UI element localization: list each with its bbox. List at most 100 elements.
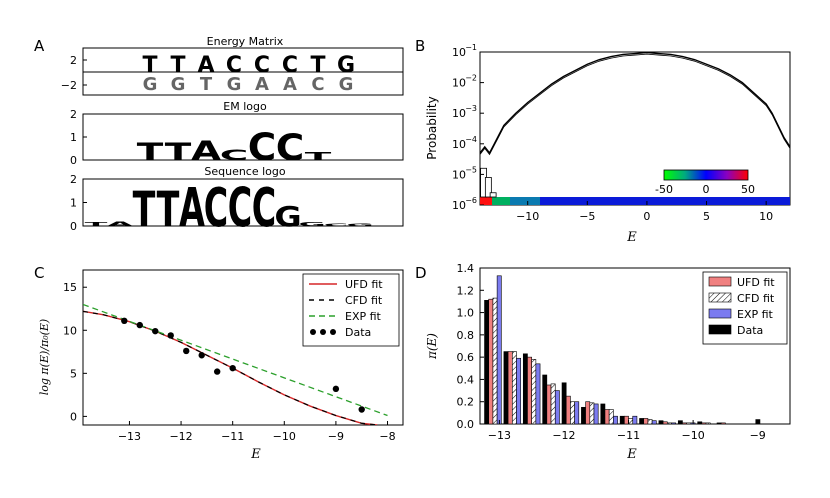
em-letter-bottom: G xyxy=(171,74,186,95)
seq-logo-letter: C xyxy=(228,175,252,239)
d-bar-data xyxy=(561,382,567,425)
d-ytick-label: 0.0 xyxy=(457,418,475,431)
c-data-point xyxy=(136,321,143,329)
em-logo-letter: C xyxy=(276,126,305,168)
d-legend-swatch xyxy=(708,308,732,319)
d-bar-exp-fit xyxy=(593,403,599,425)
em-letter-top: T xyxy=(170,53,185,78)
seq-logo-letter: T xyxy=(133,181,156,238)
d-bar-exp-fit xyxy=(651,420,657,425)
sequence-logo-title: Sequence logo xyxy=(204,165,286,178)
b-xtick-label: −5 xyxy=(579,210,595,223)
panel-d: −13 −12 −11 −10 −9 0.0 0.2 0.4 0.6 0.8 1.0 1.2 1.4 UF… xyxy=(425,262,791,462)
d-bar-data xyxy=(697,421,703,425)
em-ytick-label: −2 xyxy=(61,79,77,92)
b-colorbar-tick-label: 50 xyxy=(741,183,755,196)
d-bar-data xyxy=(600,403,606,425)
b-heat-bar xyxy=(480,197,790,205)
panel-label-d: D xyxy=(415,264,427,282)
d-bar-exp-fit xyxy=(632,415,638,425)
b-heat-bar-green xyxy=(492,197,510,205)
em-letter-bottom: G xyxy=(339,74,354,95)
em-logo-ytick-label: 0 xyxy=(70,154,77,167)
em-letter-top: G xyxy=(337,53,355,78)
b-xtick-label: 0 xyxy=(643,210,650,223)
d-bar-data xyxy=(503,351,509,425)
c-data-point xyxy=(183,347,190,355)
em-letter-bottom: A xyxy=(283,74,297,95)
c-data-point xyxy=(229,364,236,372)
c-xlabel: E xyxy=(250,447,261,462)
seq-logo-ytick-label: 2 xyxy=(70,173,77,186)
d-bar-ufd-fit xyxy=(527,356,532,425)
c-data-point xyxy=(332,385,340,393)
d-bar-cfd-fit xyxy=(589,402,595,425)
d-bar-cfd-fit xyxy=(628,418,634,425)
c-legend-swatch-dot xyxy=(320,329,326,335)
d-bar-ufd-fit xyxy=(720,422,726,425)
em-logo-letter: T xyxy=(137,138,164,166)
d-bar-cfd-fit xyxy=(550,383,556,425)
d-bar-data xyxy=(522,353,528,425)
probability-ylabel: Probability xyxy=(425,96,439,159)
d-bar-ufd-fit xyxy=(585,401,591,425)
em-ytick-label: 2 xyxy=(70,54,77,67)
d-xtick-label: −11 xyxy=(617,429,640,442)
c-xtick-label: −9 xyxy=(328,430,344,443)
d-ylabel: π(E) xyxy=(425,333,439,360)
b-colorbar xyxy=(663,169,749,181)
d-bar-exp-fit xyxy=(516,357,521,425)
b-ytick-label: 10 xyxy=(452,168,466,181)
c-ytick-label: 5 xyxy=(70,367,77,380)
em-logo-letter: T xyxy=(305,150,332,163)
d-legend-label: CFD fit xyxy=(737,292,775,305)
d-bar-exp-fit xyxy=(574,401,580,425)
em-letter-bottom: C xyxy=(311,74,324,95)
panel-label-c: C xyxy=(34,264,44,282)
d-xtick-label: −10 xyxy=(682,429,705,442)
seq-logo-letter: T xyxy=(85,222,109,228)
seq-logo-letter: G xyxy=(346,222,373,227)
c-data-point xyxy=(167,332,174,339)
em-letter-top: C xyxy=(226,53,242,78)
em-letter-top: A xyxy=(197,53,214,78)
c-xtick-label: −12 xyxy=(169,430,192,443)
d-ytick-label: 1.4 xyxy=(457,262,475,275)
seq-logo-ytick-label: 1 xyxy=(70,197,77,210)
em-letter-top: C xyxy=(282,53,298,78)
b-curve xyxy=(479,51,791,155)
d-bar-exp-fit xyxy=(613,415,618,425)
d-bar-cfd-fit xyxy=(686,422,692,425)
b-ytick-label: 10 xyxy=(452,138,466,151)
d-bar-ufd-fit xyxy=(701,422,707,425)
c-ytick-label: 10 xyxy=(63,324,77,337)
d-bar-data xyxy=(542,374,548,425)
seq-logo-ytick-label: 0 xyxy=(70,220,77,233)
d-bar-data xyxy=(658,420,664,425)
d-legend-label: UFD fit xyxy=(737,276,775,289)
c-legend-swatch-dot xyxy=(310,329,316,335)
d-ytick-label: 0.8 xyxy=(457,329,475,342)
d-bar-ufd-fit xyxy=(643,418,649,425)
d-bar-ufd-fit xyxy=(488,298,494,425)
b-ytick-label: 10 xyxy=(452,199,466,212)
d-bar-ufd-fit xyxy=(604,409,610,425)
b-colorbar-tick-label: -50 xyxy=(655,183,673,196)
d-bar-ufd-fit xyxy=(682,422,687,425)
b-hist-bar xyxy=(489,192,497,198)
b-ytick-label: 10 xyxy=(452,107,466,120)
panel-label-b: B xyxy=(415,37,425,55)
energy-matrix-title: Energy Matrix xyxy=(207,35,284,48)
seq-logo-letter: A xyxy=(107,220,133,228)
em-letter-bottom: T xyxy=(200,74,213,95)
em-letter-bottom: G xyxy=(143,74,158,95)
d-bar-cfd-fit xyxy=(492,297,498,425)
d-bar-ufd-fit xyxy=(624,415,629,425)
d-bar-exp-fit xyxy=(535,363,541,425)
c-ylabel: log π(E)/π₀(E) xyxy=(38,319,51,395)
c-legend-swatch-dot xyxy=(330,329,336,335)
